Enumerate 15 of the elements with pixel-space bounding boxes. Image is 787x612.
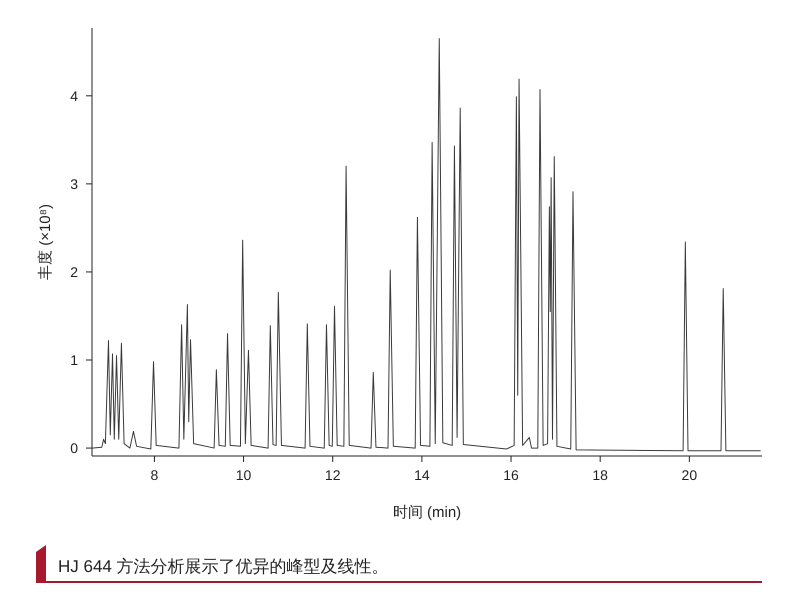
x-tick-label: 20 <box>682 467 698 483</box>
y-axis-title: 丰度 (×10⁸) <box>37 204 54 280</box>
y-tick-label: 0 <box>70 440 78 456</box>
y-tick-label: 3 <box>70 176 78 192</box>
x-tick-label: 10 <box>236 467 252 483</box>
x-axis-title: 时间 (min) <box>392 504 462 521</box>
x-tick-label: 14 <box>414 467 430 483</box>
x-tick-label: 12 <box>324 467 341 483</box>
x-tick-label: 8 <box>150 467 159 483</box>
y-tick-label: 4 <box>70 88 78 104</box>
x-tick-label: 18 <box>592 467 608 483</box>
y-tick-label: 1 <box>70 352 78 368</box>
x-tick-label: 16 <box>503 467 520 483</box>
y-tick-label: 2 <box>70 264 78 280</box>
text: HJ 644 方法分析展示了优异的峰型及线性。 <box>58 557 389 576</box>
